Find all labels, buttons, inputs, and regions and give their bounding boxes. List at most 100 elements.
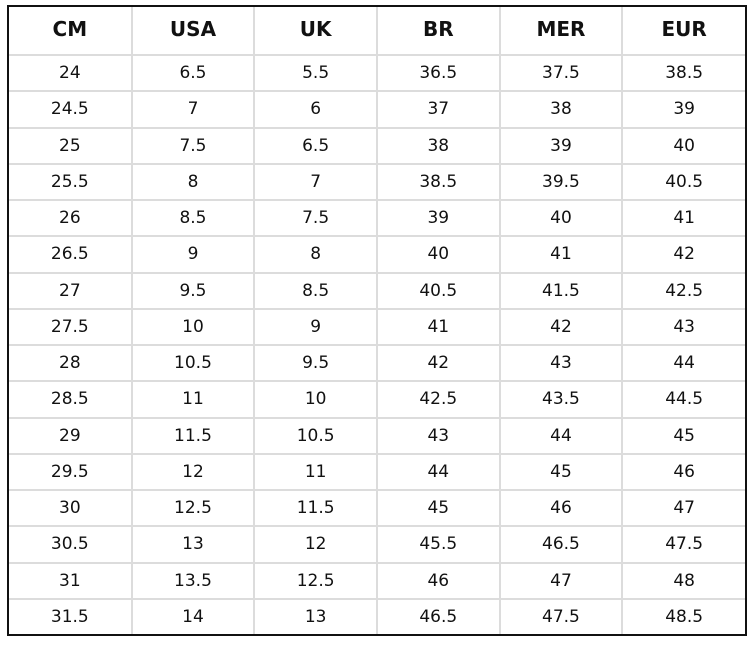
table-cell: 45 (621, 416, 745, 455)
table-cell: 8.5 (253, 271, 378, 310)
table-cell: 38.5 (375, 162, 501, 202)
table-cell: 46 (498, 488, 624, 528)
table-cell: 29 (9, 416, 133, 455)
table-cell: 11 (253, 452, 378, 492)
table-cell: 44 (621, 343, 745, 383)
table-cell: 47.5 (621, 525, 745, 564)
table-cell: 12 (130, 452, 256, 492)
table-row: 25.5 8 7 38.5 39.5 40.5 (9, 162, 745, 202)
table-cell: 47 (498, 561, 624, 600)
table-row: 24.5 7 6 37 38 39 (9, 90, 745, 129)
table-cell: 9 (130, 235, 256, 274)
header-cell: CM (9, 7, 133, 56)
table-cell: 36.5 (375, 53, 501, 93)
table-cell: 37 (375, 90, 501, 129)
table-cell: 6.5 (130, 53, 256, 93)
table-cell: 46.5 (498, 525, 624, 564)
table-cell: 41 (498, 235, 624, 274)
table-cell: 28.5 (9, 380, 133, 419)
table-row: 27.5 10 9 41 42 43 (9, 307, 745, 347)
table-row: 29 11.5 10.5 43 44 45 (9, 416, 745, 455)
table-cell: 7 (130, 90, 256, 129)
table-cell: 45 (498, 452, 624, 492)
table-cell: 12 (253, 525, 378, 564)
table-cell: 39 (375, 198, 501, 238)
table-row: 30 12.5 11.5 45 46 47 (9, 488, 745, 528)
table-cell: 27.5 (9, 307, 133, 347)
table-cell: 42.5 (621, 271, 745, 310)
table-cell: 40.5 (621, 162, 745, 202)
table-cell: 47 (621, 488, 745, 528)
table-cell: 13.5 (130, 561, 256, 600)
table-cell: 39.5 (498, 162, 624, 202)
table-row: 25 7.5 6.5 38 39 40 (9, 126, 745, 165)
table-cell: 9.5 (253, 343, 378, 383)
table-row: 28.5 11 10 42.5 43.5 44.5 (9, 380, 745, 419)
table-cell: 41.5 (498, 271, 624, 310)
table-cell: 14 (130, 597, 256, 634)
table-cell: 42 (375, 343, 501, 383)
table-cell: 43 (375, 416, 501, 455)
table-cell: 26 (9, 198, 133, 238)
table-cell: 24 (9, 53, 133, 93)
table-cell: 31.5 (9, 597, 133, 634)
header-cell: EUR (621, 7, 745, 56)
header-cell: UK (253, 7, 378, 56)
table-cell: 6.5 (253, 126, 378, 165)
table-row: 26 8.5 7.5 39 40 41 (9, 198, 745, 238)
table-cell: 46.5 (375, 597, 501, 634)
table-cell: 8.5 (130, 198, 256, 238)
table-cell: 9 (253, 307, 378, 347)
table-cell: 42 (498, 307, 624, 347)
table-row: 31.5 14 13 46.5 47.5 48.5 (9, 597, 745, 634)
table-cell: 29.5 (9, 452, 133, 492)
table-cell: 12.5 (130, 488, 256, 528)
table-cell: 10 (253, 380, 378, 419)
table-cell: 38 (375, 126, 501, 165)
table-cell: 44.5 (621, 380, 745, 419)
table-cell: 11.5 (253, 488, 378, 528)
table-cell: 43 (498, 343, 624, 383)
header-cell: BR (375, 7, 501, 56)
table-cell: 45 (375, 488, 501, 528)
table-cell: 9.5 (130, 271, 256, 310)
table-cell: 39 (498, 126, 624, 165)
table-cell: 46 (621, 452, 745, 492)
table-cell: 7.5 (253, 198, 378, 238)
table-row: 24 6.5 5.5 36.5 37.5 38.5 (9, 53, 745, 93)
table-cell: 11 (130, 380, 256, 419)
table-row: 30.5 13 12 45.5 46.5 47.5 (9, 525, 745, 564)
table-cell: 25 (9, 126, 133, 165)
table-cell: 48.5 (621, 597, 745, 634)
table-cell: 43 (621, 307, 745, 347)
table-row: 29.5 12 11 44 45 46 (9, 452, 745, 492)
table-row: 27 9.5 8.5 40.5 41.5 42.5 (9, 271, 745, 310)
size-table: CM USA UK BR MER EUR 24 6.5 5.5 36.5 37.5 38.5 24.5… (9, 7, 745, 634)
table-cell: 45.5 (375, 525, 501, 564)
table-cell: 30 (9, 488, 133, 528)
table-cell: 42 (621, 235, 745, 274)
table-cell: 5.5 (253, 53, 378, 93)
table-cell: 40 (498, 198, 624, 238)
table-cell: 47.5 (498, 597, 624, 634)
table-cell: 42.5 (375, 380, 501, 419)
table-cell: 40.5 (375, 271, 501, 310)
table-cell: 26.5 (9, 235, 133, 274)
header-cell: MER (498, 7, 624, 56)
header-row: CM USA UK BR MER EUR (9, 7, 745, 56)
table-body: 24 6.5 5.5 36.5 37.5 38.5 24.5 7 6 37 38 39 25 7.5 6.5… (9, 53, 745, 634)
table-cell: 46 (375, 561, 501, 600)
table-cell: 44 (375, 452, 501, 492)
table-cell: 37.5 (498, 53, 624, 93)
table-cell: 30.5 (9, 525, 133, 564)
table-row: 26.5 9 8 40 41 42 (9, 235, 745, 274)
table-cell: 40 (621, 126, 745, 165)
table-row: 28 10.5 9.5 42 43 44 (9, 343, 745, 383)
table-cell: 13 (130, 525, 256, 564)
size-table-frame: CM USA UK BR MER EUR 24 6.5 5.5 36.5 37.5 38.5 24.5… (7, 5, 747, 636)
table-cell: 8 (253, 235, 378, 274)
table-cell: 24.5 (9, 90, 133, 129)
table-cell: 44 (498, 416, 624, 455)
table-cell: 25.5 (9, 162, 133, 202)
